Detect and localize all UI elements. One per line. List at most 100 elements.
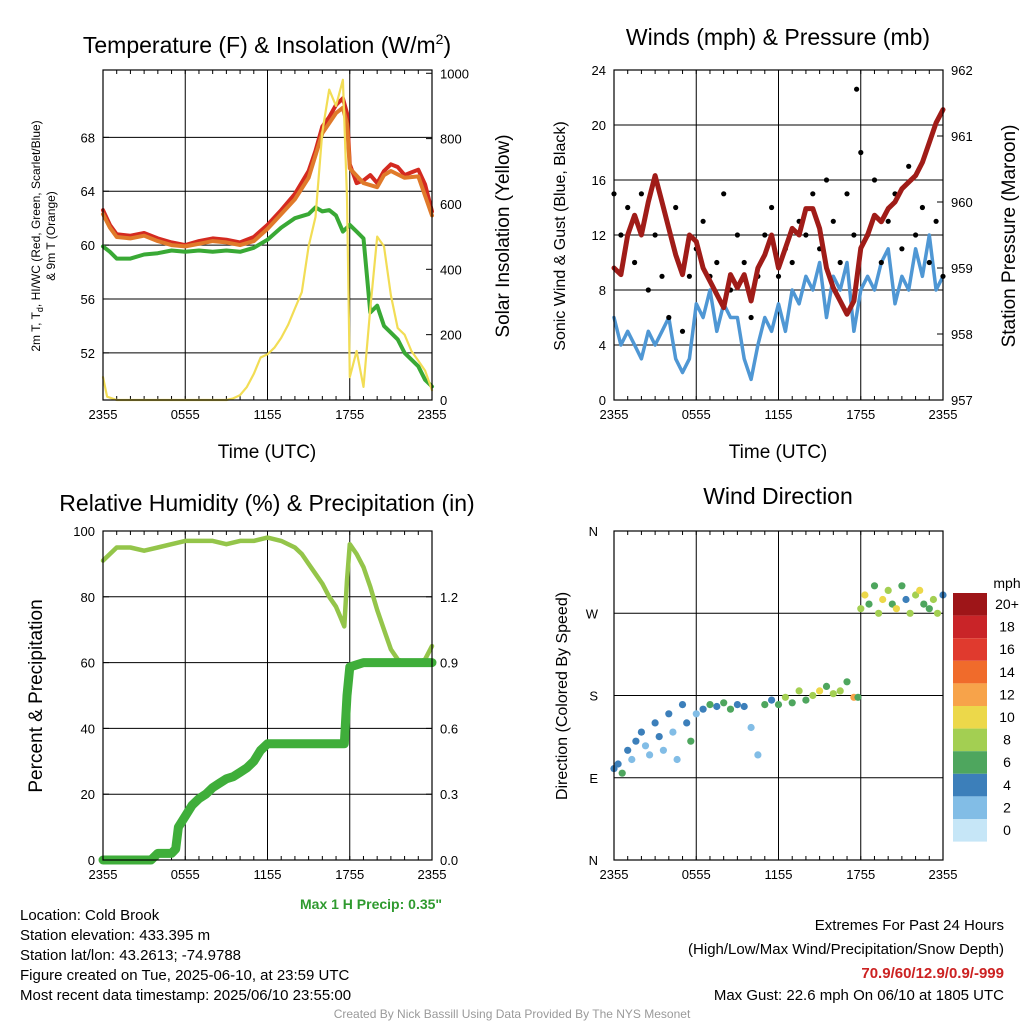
dir-point — [740, 702, 748, 711]
speed-colorbar: mph 20+ 18 16 14 12 10 8 6 4 2 0 — [953, 575, 1021, 842]
colorbar-swatch — [953, 593, 987, 616]
temp-y2-right-tick-label: 200 — [440, 328, 462, 343]
dir-point — [916, 586, 924, 595]
wind-gust-point — [769, 204, 775, 211]
dir-point — [892, 605, 901, 613]
wind-gust-point — [854, 86, 860, 92]
dir-point — [720, 699, 728, 707]
wind-gust-point — [878, 259, 884, 266]
wind-xlabel: Time (UTC) — [729, 442, 828, 463]
colorbar-label: 12 — [999, 686, 1015, 702]
temp-plot-border — [102, 69, 433, 401]
dir-point — [678, 701, 687, 709]
colorbar-label: 4 — [1003, 777, 1011, 793]
wind-gust-point — [844, 191, 850, 197]
temp-left-tick-label: 64 — [81, 184, 95, 199]
wind-x-tick-label: 2355 — [600, 407, 629, 422]
rh-series-precip — [98, 658, 437, 865]
latlon-text: Station lat/lon: 43.2613; -74.9788 — [20, 947, 242, 964]
colorbar-label: 20+ — [995, 596, 1019, 612]
temp-y2-right-tick-label: 400 — [440, 262, 462, 277]
max-precip-label: Max 1 H Precip: 0.35" — [300, 896, 443, 912]
wind-gust-point — [618, 232, 624, 238]
wind-gust-point — [638, 191, 645, 197]
credit-text: Created By Nick Bassill Using Data Provi… — [333, 1007, 691, 1021]
temp-ylabel: 2m T, Td, HI/WC (Red, Green, Scarlet/Blu… — [29, 120, 45, 351]
dir-point — [822, 682, 831, 691]
rh-y2-right-tick-label: 0.6 — [440, 721, 458, 736]
dir-point — [788, 699, 796, 707]
dir-point — [929, 595, 938, 604]
temp-ylabel-line2: & 9m T (Orange) — [44, 191, 58, 281]
dir-left-tick-label: W — [586, 606, 599, 621]
wind-y2label: Station Pressure (Maroon) — [999, 125, 1020, 348]
wind-gust-point — [919, 204, 926, 211]
dir-point — [733, 701, 742, 709]
extremes-values: 70.9/60/12.9/0.9/-999 — [861, 965, 1004, 982]
temp-x-tick-label: 2355 — [418, 407, 447, 422]
colorbar-label: 14 — [999, 664, 1015, 680]
dir-point — [809, 691, 817, 700]
location-text: Location: Cold Brook — [20, 907, 160, 924]
created-text: Figure created on Tue, 2025-06-10, at 23… — [20, 967, 350, 984]
colorbar-label: 16 — [999, 641, 1015, 657]
colorbar-swatch — [953, 660, 987, 684]
rh-plot-border — [102, 530, 433, 861]
rh-left-tick-label: 40 — [81, 721, 95, 736]
wind-plot-border — [613, 69, 944, 401]
wind-gust-point — [871, 177, 878, 183]
rh-left-tick-label: 0 — [88, 853, 95, 868]
dir-plot-border — [613, 530, 944, 861]
wind-gust-point — [837, 259, 843, 266]
dir-point — [754, 751, 762, 759]
wind-gust-point — [775, 273, 782, 279]
wind-gust-point — [741, 259, 747, 266]
colorbar-swatch — [953, 773, 987, 797]
wind-gust-point — [645, 287, 651, 293]
dir-x-tick-label: 2355 — [929, 867, 958, 882]
wind-gust-point — [830, 218, 836, 224]
dir-point — [854, 693, 862, 701]
dir-left-tick-label: N — [589, 524, 598, 539]
extremes-subtitle: (High/Low/Max Wind/Precipitation/Snow De… — [688, 941, 1004, 958]
dir-point — [875, 609, 883, 617]
temp-y2-right-tick-label: 600 — [440, 197, 462, 212]
temp-x-tick-label: 1755 — [335, 407, 364, 422]
temp-title: Temperature (F) & Insolation (W/m2) — [83, 31, 451, 58]
wind-y2-right-tick-label: 957 — [951, 393, 973, 408]
temp-x-tick-label: 2355 — [89, 407, 118, 422]
dir-point — [898, 582, 906, 590]
temp-y2-right-tick-label: 800 — [440, 132, 462, 147]
wind-series-pressure — [611, 107, 946, 317]
dir-point — [726, 705, 735, 713]
wind-panel: Winds (mph) & Pressure (mb) 2355 0555 1155… — [552, 24, 1020, 463]
dir-point — [857, 605, 865, 613]
dir-point — [802, 696, 810, 704]
wind-gust-point — [659, 273, 665, 279]
dir-point — [665, 710, 673, 718]
temp-left-tick-label: 68 — [81, 130, 95, 145]
wind-y2-right-tick-label: 961 — [951, 129, 973, 144]
dir-point — [637, 728, 646, 736]
dir-left-tick-label: N — [589, 853, 598, 868]
dir-point — [713, 702, 721, 711]
dir-point — [747, 723, 755, 732]
wind-gust-point — [673, 204, 679, 211]
dir-point — [628, 755, 636, 764]
rh-ylabel: Percent & Precipitation — [26, 599, 47, 792]
temp-y2-right-tick-label: 1000 — [440, 66, 469, 81]
wind-gust-point — [679, 328, 686, 334]
dir-point — [692, 710, 700, 718]
dir-point — [888, 600, 896, 608]
colorbar-label: 2 — [1003, 799, 1011, 815]
wind-gust-point — [906, 163, 912, 169]
wind-gust-point — [789, 259, 795, 266]
colorbar-label: 6 — [1003, 754, 1011, 770]
rh-left-tick-label: 60 — [81, 656, 95, 671]
dir-point — [933, 609, 942, 617]
humidity-panel: Relative Humidity (%) & Precipitation (i… — [26, 490, 475, 882]
rh-x-tick-label: 2355 — [89, 867, 118, 882]
wind-gust-point — [762, 232, 768, 238]
dir-point — [706, 701, 714, 709]
